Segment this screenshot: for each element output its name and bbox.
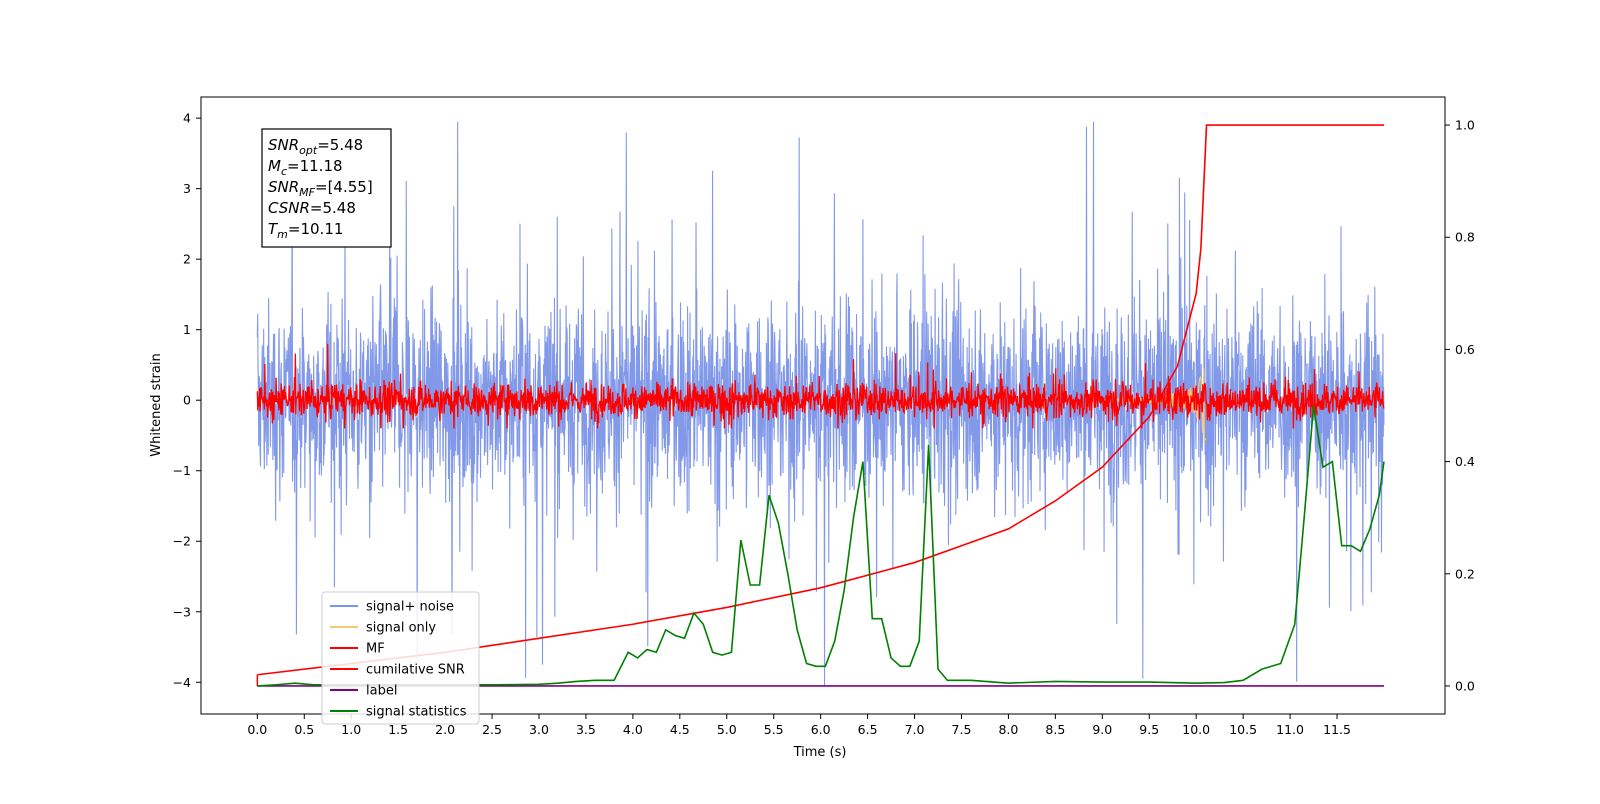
annotation-line: Mc=11.18	[268, 157, 343, 178]
y-axis-label: Whitened strain	[149, 353, 164, 456]
x-tick-label: 0.5	[294, 722, 314, 737]
x-tick-label: 8.5	[1045, 722, 1065, 737]
y-tick-label: −4	[173, 675, 191, 690]
x-tick-label: 2.0	[435, 722, 455, 737]
x-tick-label: 0.0	[247, 722, 267, 737]
x-tick-label: 11.5	[1323, 722, 1351, 737]
y-tick-label: −3	[173, 604, 191, 619]
x-tick-label: 7.0	[905, 722, 925, 737]
y-tick-label: 0	[183, 393, 191, 408]
annotation-line: CSNR=5.48	[268, 199, 356, 217]
legend-label: signal only	[366, 621, 436, 636]
y2-tick-label: 0.0	[1455, 678, 1475, 693]
x-tick-label: 11.0	[1276, 722, 1304, 737]
x-tick-label: 1.5	[388, 722, 408, 737]
x-tick-label: 9.0	[1092, 722, 1112, 737]
y2-tick-label: 0.8	[1455, 230, 1475, 245]
legend-label: signal statistics	[366, 705, 467, 720]
x-tick-label: 2.5	[482, 722, 502, 737]
legend-label: label	[366, 684, 397, 699]
y2-tick-label: 0.6	[1455, 342, 1475, 357]
x-tick-label: 5.0	[717, 722, 737, 737]
annotation-line: Tm=10.11	[268, 220, 343, 241]
x-axis-label: Time (s)	[793, 745, 847, 760]
y-axis-right: 1.0 0.8 0.6 0.4 0.2 0.0	[1445, 118, 1475, 693]
annotation-line: SNRMF=[4.55]	[268, 178, 373, 199]
y-tick-label: 2	[183, 252, 191, 267]
y-tick-label: 4	[183, 111, 191, 126]
x-tick-label: 10.0	[1182, 722, 1210, 737]
legend-frame	[321, 591, 480, 725]
series-signal-noise	[256, 121, 1385, 686]
x-tick-label: 5.5	[764, 722, 784, 737]
x-tick-label: 3.0	[529, 722, 549, 737]
annotation-box: SNRopt=5.48Mc=11.18SNRMF=[4.55]CSNR=5.48…	[261, 128, 392, 248]
legend: signal+ noise signal only MF cumilative SNR…	[321, 591, 480, 725]
y-tick-label: −2	[173, 534, 191, 549]
x-tick-label: 8.0	[998, 722, 1018, 737]
legend-label: MF	[366, 642, 385, 657]
x-tick-label: 6.0	[811, 722, 831, 737]
x-tick-label: 6.5	[858, 722, 878, 737]
series-signal-statistics	[257, 405, 1385, 687]
y-tick-label: 1	[183, 322, 191, 337]
x-tick-label: 4.0	[623, 722, 643, 737]
y-tick-label: −1	[173, 463, 191, 478]
series-mf	[256, 343, 1385, 429]
x-tick-label: 1.0	[341, 722, 361, 737]
plot-frame	[200, 96, 1446, 715]
legend-label: cumilative SNR	[366, 663, 465, 678]
x-tick-label: 4.5	[670, 722, 690, 737]
x-tick-label: 3.5	[576, 722, 596, 737]
y2-tick-label: 0.2	[1455, 566, 1475, 581]
x-tick-label: 7.5	[952, 722, 972, 737]
annotation-frame	[261, 128, 392, 248]
x-axis: 0.0 0.5 1.0 1.5 2.0 2.5 3.0 3.5 4.0 4.5 5.0 5.5 6.0 6…	[247, 714, 1351, 737]
series-cumilative-snr	[257, 124, 1384, 676]
y-axis-left: 4 3 2 1 0 −1 −2 −3 −4	[173, 111, 201, 690]
y2-tick-label: 1.0	[1455, 118, 1475, 133]
annotation-line: SNRopt=5.48	[268, 136, 363, 157]
x-tick-label: 10.5	[1229, 722, 1257, 737]
x-tick-label: 9.5	[1139, 722, 1159, 737]
legend-label: signal+ noise	[366, 600, 454, 615]
y2-tick-label: 0.4	[1455, 454, 1475, 469]
y-tick-label: 3	[183, 181, 191, 196]
